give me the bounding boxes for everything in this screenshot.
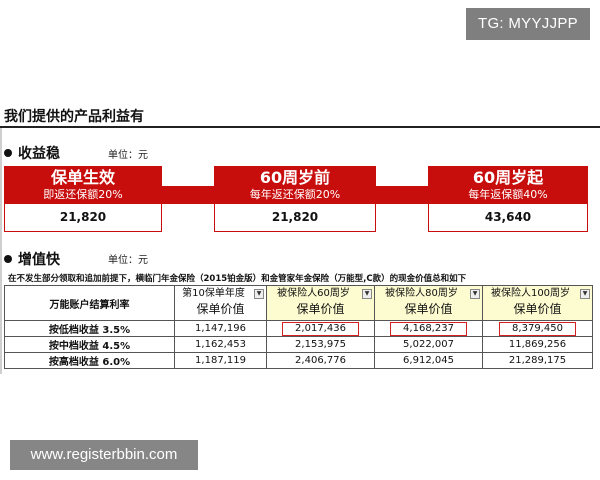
col-header-1-line1: 第10保单年度 [182, 288, 245, 299]
growth-note: 在不发生部分领取和追加前提下，横临门年金保险（2015铂金版）和金管家年金保险（… [8, 274, 467, 284]
table-col-header-4: 被保险人100周岁 保单价值 ▼ [482, 285, 593, 321]
table-cell-highlighted: 2,017,436 [266, 320, 375, 337]
growth-unit: 单位：元 [108, 255, 148, 266]
table-cell: 1,147,196 [174, 320, 267, 337]
table-col-header-2: 被保险人60周岁 保单价值 ▼ [266, 285, 375, 321]
benefit-card-2-title: 60周岁前 [259, 168, 331, 187]
benefit-card-1-subtitle: 即返还保额20% [43, 188, 123, 201]
table-row: 按高档收益 6.0% 1,187,119 2,406,776 6,912,045… [4, 352, 593, 369]
col-header-2-line2: 保单价值 [296, 302, 345, 316]
watermark-bottom-left: www.registerbbin.com [10, 440, 198, 470]
row-label-mid: 按中档收益 4.5% [4, 336, 175, 353]
section-growth-title: 增值快 [18, 252, 60, 268]
cash-value-table: 万能账户结算利率 第10保单年度 保单价值 ▼ 被保险人60周岁 保单价值 ▼ … [4, 285, 593, 369]
card-connector-1 [162, 186, 214, 204]
row-label-high: 按高档收益 6.0% [4, 352, 175, 369]
col-header-3-line2: 保单价值 [404, 302, 453, 316]
col-header-3-line1: 被保险人80周岁 [385, 288, 458, 299]
section-stable-heading: 收益稳 [4, 143, 60, 163]
cell-value: 8,379,450 [499, 321, 576, 336]
filter-dropdown-icon[interactable]: ▼ [362, 289, 372, 299]
benefit-card-3-header: 60周岁起 每年返保额40% [428, 166, 588, 204]
col-header-4-line1: 被保险人100周岁 [490, 288, 571, 299]
section-stable-title: 收益稳 [18, 146, 60, 162]
table-row: 按中档收益 4.5% 1,162,453 2,153,975 5,022,007… [4, 336, 593, 353]
benefit-card-2-value: 21,820 [214, 204, 376, 232]
table-cell: 21,289,175 [482, 352, 593, 369]
table-cell: 6,912,045 [374, 352, 483, 369]
benefit-card-1-header: 保单生效 即返还保额20% [4, 166, 162, 204]
benefit-card-3-value: 43,640 [428, 204, 588, 232]
table-cell-highlighted: 4,168,237 [374, 320, 483, 337]
filter-dropdown-icon[interactable]: ▼ [580, 289, 590, 299]
filter-dropdown-icon[interactable]: ▼ [254, 289, 264, 299]
table-corner-label: 万能账户结算利率 [4, 285, 175, 321]
page-title: 我们提供的产品利益有 [4, 109, 144, 125]
table-cell: 1,187,119 [174, 352, 267, 369]
table-col-header-1: 第10保单年度 保单价值 ▼ [174, 285, 267, 321]
table-cell: 11,869,256 [482, 336, 593, 353]
table-row: 按低档收益 3.5% 1,147,196 2,017,436 4,168,237… [4, 320, 593, 337]
section-growth-heading: 增值快 [4, 249, 60, 269]
table-cell: 2,153,975 [266, 336, 375, 353]
title-divider [0, 126, 600, 128]
stable-unit: 单位：元 [108, 150, 148, 161]
benefit-card-1-value: 21,820 [4, 204, 162, 232]
card-connector-2 [376, 186, 428, 204]
benefit-card-2-header: 60周岁前 每年返还保额20% [214, 166, 376, 204]
benefit-card-1-title: 保单生效 [50, 168, 115, 187]
table-cell: 5,022,007 [374, 336, 483, 353]
col-header-1-line2: 保单价值 [196, 302, 245, 316]
benefit-card-3-subtitle: 每年返保额40% [468, 188, 548, 201]
benefit-card-2-subtitle: 每年返还保额20% [249, 188, 341, 201]
table-cell: 2,406,776 [266, 352, 375, 369]
table-cell-highlighted: 8,379,450 [482, 320, 593, 337]
cell-value: 2,017,436 [282, 321, 359, 336]
cell-value: 4,168,237 [390, 321, 467, 336]
table-cell: 1,162,453 [174, 336, 267, 353]
bullet-icon [4, 149, 12, 157]
col-header-2-line1: 被保险人60周岁 [277, 288, 350, 299]
bullet-icon [4, 255, 12, 263]
watermark-top-right: TG: MYYJJPP [466, 8, 590, 40]
benefit-card-3-title: 60周岁起 [472, 168, 544, 187]
row-label-low: 按低档收益 3.5% [4, 320, 175, 337]
page-left-edge [0, 128, 2, 374]
col-header-4-line2: 保单价值 [513, 302, 562, 316]
table-col-header-3: 被保险人80周岁 保单价值 ▼ [374, 285, 483, 321]
filter-dropdown-icon[interactable]: ▼ [470, 289, 480, 299]
table-header-row: 万能账户结算利率 第10保单年度 保单价值 ▼ 被保险人60周岁 保单价值 ▼ … [4, 285, 593, 321]
